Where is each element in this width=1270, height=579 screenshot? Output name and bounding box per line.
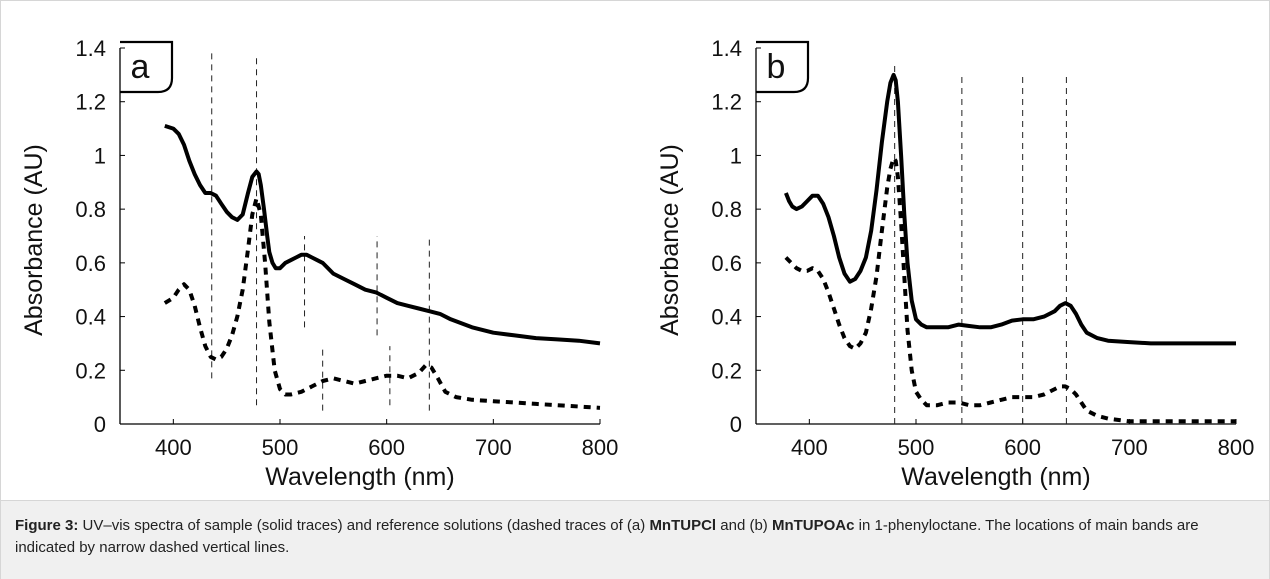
x-tick-label: 400 — [791, 435, 828, 460]
y-tick-label: 1.2 — [75, 90, 106, 115]
y-tick-label: 0.4 — [75, 305, 106, 330]
x-tick-label: 500 — [898, 435, 935, 460]
reference-trace — [784, 156, 1236, 424]
x-tick-label: 700 — [475, 435, 512, 460]
y-tick-label: 0 — [94, 412, 106, 437]
caption-text-1: UV–vis spectra of sample (solid traces) … — [78, 517, 650, 534]
x-tick-label: 600 — [1004, 435, 1041, 460]
y-tick-label: 0.8 — [75, 197, 106, 222]
sample-trace — [784, 72, 1236, 346]
panel-a: 0 0.2 0.4 0.6 0.8 1 1.2 1.4 400 500 600 700 800 Wavel… — [20, 36, 618, 491]
y-tick-label: 0.2 — [711, 358, 742, 383]
x-tick-label: 700 — [1111, 435, 1148, 460]
caption-label: Figure 3: — [15, 517, 79, 534]
panel-label-box — [120, 40, 174, 94]
x-tick-label: 800 — [1218, 435, 1255, 460]
sample-trace — [164, 123, 601, 346]
panel-b: 0 0.2 0.4 0.6 0.8 1 1.2 1.4 400 500 600 700 800 Wavel… — [656, 36, 1254, 491]
panel-label: a — [131, 48, 150, 86]
y-tick-label: 0.2 — [75, 358, 106, 383]
figure-caption: Figure 3: UV–vis spectra of sample (soli… — [15, 515, 1250, 559]
figure-charts: 0 0.2 0.4 0.6 0.8 1 1.2 1.4 400 500 600 700 800 Wavel… — [20, 36, 1254, 491]
caption-box — [1, 500, 1269, 579]
caption-text-2: and (b) — [716, 517, 772, 534]
panel-label: b — [767, 48, 786, 86]
y-axis-label: Absorbance (AU) — [656, 144, 684, 336]
y-tick-label: 0 — [730, 412, 742, 437]
x-tick-label: 800 — [582, 435, 619, 460]
y-tick-label: 0.6 — [711, 251, 742, 276]
x-tick-label: 500 — [262, 435, 299, 460]
y-tick-label: 1.2 — [711, 90, 742, 115]
y-tick-label: 1.4 — [711, 36, 742, 61]
compound-name-2: MnTUPOAc — [771, 517, 855, 534]
reference-trace — [163, 196, 601, 410]
compound-name-1: MnTUPCl — [649, 517, 717, 534]
x-axis-label: Wavelength (nm) — [901, 463, 1090, 491]
x-tick-label: 600 — [368, 435, 405, 460]
y-tick-label: 1.4 — [75, 36, 106, 61]
y-axis-label: Absorbance (AU) — [20, 144, 48, 336]
x-axis-label: Wavelength (nm) — [265, 463, 454, 491]
x-tick-label: 400 — [155, 435, 192, 460]
y-tick-label: 0.8 — [711, 197, 742, 222]
y-tick-label: 0.6 — [75, 251, 106, 276]
panel-label-box — [756, 40, 810, 94]
y-tick-label: 0.4 — [711, 305, 742, 330]
y-tick-label: 1 — [94, 143, 106, 168]
caption-text-3: in 1-phenyloctane. The locations of main… — [15, 517, 1199, 556]
y-tick-label: 1 — [730, 143, 742, 168]
